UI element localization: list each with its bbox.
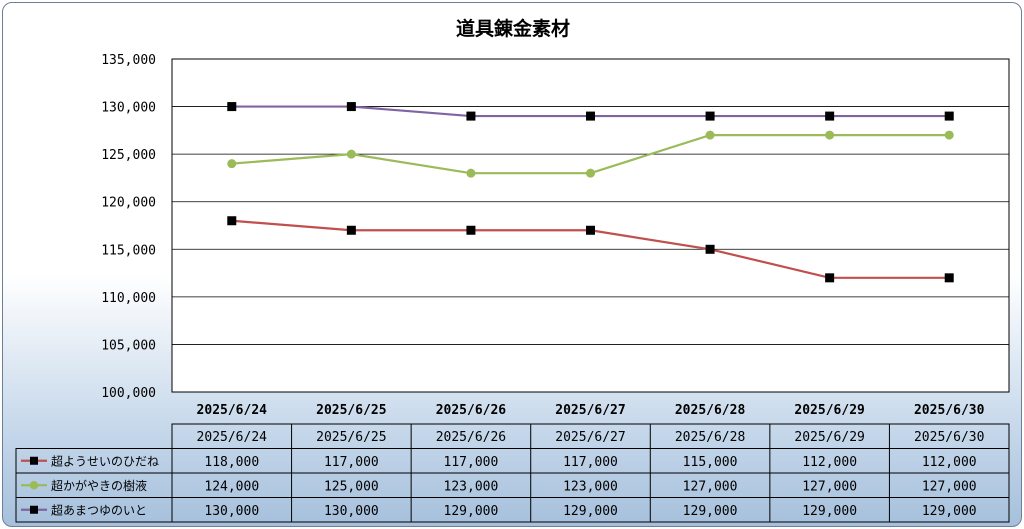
data-table: 2025/6/24 2025/6/25 2025/6/26 2025/6/27 2025… bbox=[15, 423, 1010, 523]
y-tick-label: 115,000 bbox=[101, 243, 156, 258]
table-header-cell: 2025/6/27 bbox=[555, 430, 625, 445]
chart-title: 道具錬金素材 bbox=[456, 17, 570, 40]
table-value-cell: 117,000 bbox=[444, 455, 499, 470]
data-point bbox=[346, 102, 356, 112]
data-point bbox=[825, 130, 835, 140]
table-header-cell: 2025/6/29 bbox=[794, 430, 864, 445]
table-value-cell: 129,000 bbox=[922, 504, 977, 519]
data-point bbox=[825, 111, 835, 121]
data-point bbox=[466, 168, 476, 178]
table-value-cell: 129,000 bbox=[563, 504, 618, 519]
table-header-cell: 2025/6/24 bbox=[197, 430, 268, 445]
table-value-cell: 118,000 bbox=[204, 455, 259, 470]
legend-marker bbox=[30, 505, 38, 514]
x-tick-label: 2025/6/27 bbox=[555, 403, 625, 418]
x-tick-label: 2025/6/28 bbox=[675, 403, 746, 418]
x-tick-label: 2025/6/29 bbox=[794, 403, 864, 418]
x-tick-label: 2025/6/26 bbox=[436, 403, 507, 418]
data-point bbox=[586, 225, 595, 235]
table-header-cell: 2025/6/26 bbox=[436, 430, 506, 445]
y-tick-label: 130,000 bbox=[101, 101, 156, 116]
chart-svg: 道具錬金素材 100,000 105,000 110,000 115,000 120,0… bbox=[15, 17, 1010, 523]
table-value-cell: 130,000 bbox=[324, 504, 379, 519]
data-point bbox=[346, 149, 356, 159]
y-tick-label: 135,000 bbox=[101, 53, 156, 68]
data-point bbox=[346, 225, 356, 235]
x-tick-label: 2025/6/30 bbox=[914, 403, 985, 418]
legend-marker bbox=[30, 456, 38, 465]
data-point bbox=[705, 130, 715, 140]
data-point bbox=[227, 216, 237, 226]
table-value-cell: 129,000 bbox=[802, 504, 857, 519]
legend-label: 超あまつゆのいと bbox=[51, 502, 147, 517]
table-value-cell: 123,000 bbox=[563, 479, 618, 494]
data-point bbox=[466, 225, 476, 235]
data-point bbox=[705, 244, 715, 254]
x-tick-label: 2025/6/24 bbox=[197, 403, 268, 418]
data-point bbox=[944, 130, 954, 140]
table-header-cell: 2025/6/28 bbox=[675, 430, 745, 445]
table-header-cell: 2025/6/25 bbox=[316, 430, 386, 445]
table-value-cell: 127,000 bbox=[922, 479, 977, 494]
y-tick-label: 105,000 bbox=[101, 338, 156, 353]
table-value-cell: 112,000 bbox=[922, 455, 977, 470]
legend-label: 超かがやきの樹液 bbox=[51, 478, 147, 493]
table-value-cell: 112,000 bbox=[802, 455, 857, 470]
table-value-cell: 130,000 bbox=[204, 504, 259, 519]
y-tick-label: 110,000 bbox=[101, 291, 156, 306]
table-value-cell: 123,000 bbox=[444, 479, 499, 494]
table-value-cell: 127,000 bbox=[802, 479, 857, 494]
data-point bbox=[944, 111, 954, 121]
data-point bbox=[227, 102, 237, 112]
data-point bbox=[944, 273, 954, 283]
data-point bbox=[227, 159, 237, 169]
data-point bbox=[705, 111, 715, 121]
table-value-cell: 117,000 bbox=[563, 455, 618, 470]
table-value-cell: 129,000 bbox=[683, 504, 738, 519]
legend-marker bbox=[29, 481, 39, 490]
table-value-cell: 117,000 bbox=[324, 455, 379, 470]
data-point bbox=[466, 111, 476, 121]
table-value-cell: 127,000 bbox=[683, 479, 738, 494]
table-value-cell: 129,000 bbox=[444, 504, 499, 519]
x-tick-label: 2025/6/25 bbox=[316, 403, 386, 418]
y-tick-label: 100,000 bbox=[101, 386, 156, 401]
y-tick-label: 125,000 bbox=[101, 148, 156, 163]
data-point bbox=[825, 273, 835, 283]
y-tick-label: 120,000 bbox=[101, 196, 156, 211]
data-point bbox=[586, 168, 595, 178]
table-header-cell: 2025/6/30 bbox=[914, 430, 984, 445]
table-value-cell: 115,000 bbox=[683, 455, 738, 470]
legend-label: 超ようせいのひだね bbox=[51, 453, 159, 468]
table-body bbox=[15, 448, 1010, 523]
table-value-cell: 124,000 bbox=[204, 479, 259, 494]
data-point bbox=[586, 111, 595, 121]
table-value-cell: 125,000 bbox=[324, 479, 379, 494]
plot-area: 100,000 105,000 110,000 115,000 120,000 125,0… bbox=[101, 53, 1010, 418]
